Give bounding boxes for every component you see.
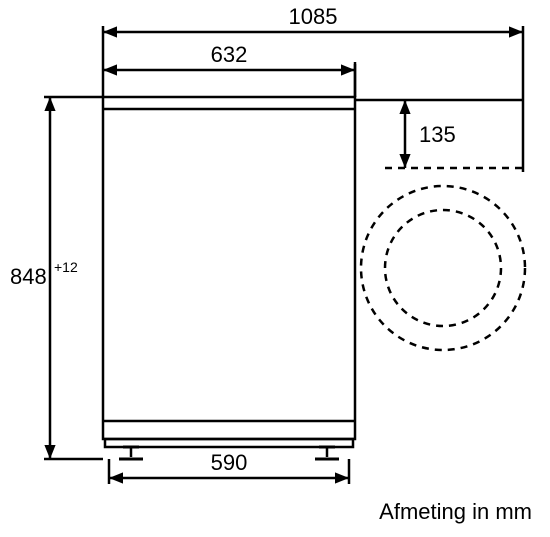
svg-text:1085: 1085: [289, 4, 338, 29]
caption-label: Afmeting in mm: [379, 499, 532, 525]
svg-text:848: 848: [10, 264, 47, 289]
appliance-body: [103, 97, 355, 439]
svg-text:135: 135: [419, 122, 456, 147]
dimension-diagram: 1085 632 135 848 +12 590: [0, 0, 550, 537]
door-swing-inner: [385, 210, 501, 326]
svg-text:632: 632: [211, 42, 248, 67]
svg-text:590: 590: [211, 450, 248, 475]
svg-text:+12: +12: [54, 259, 78, 275]
